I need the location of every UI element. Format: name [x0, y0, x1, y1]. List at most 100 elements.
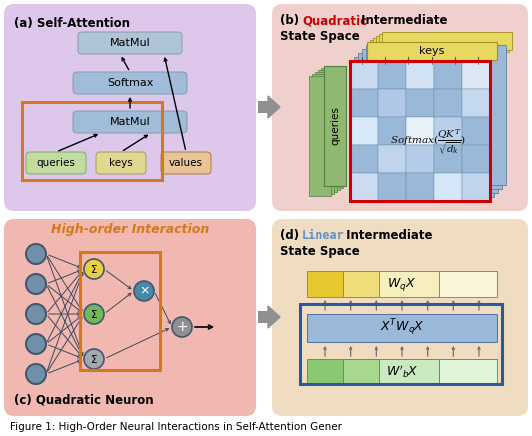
Bar: [406, 173, 434, 201]
Bar: [434, 145, 462, 173]
Bar: [406, 89, 434, 117]
Text: $Softmax(\dfrac{QK^T}{\sqrt{d_k}})$: $Softmax(\dfrac{QK^T}{\sqrt{d_k}})$: [390, 128, 467, 157]
Circle shape: [172, 317, 192, 337]
FancyBboxPatch shape: [161, 152, 211, 174]
FancyBboxPatch shape: [4, 219, 256, 416]
Text: High-order Interaction: High-order Interaction: [51, 223, 209, 236]
FancyBboxPatch shape: [272, 4, 528, 211]
Bar: [343, 271, 379, 297]
Bar: [312, 74, 334, 194]
Bar: [462, 89, 490, 117]
Bar: [462, 61, 490, 89]
Text: queries: queries: [37, 158, 76, 168]
Bar: [350, 89, 378, 117]
Polygon shape: [268, 306, 280, 328]
Bar: [22, 102, 162, 180]
FancyBboxPatch shape: [26, 152, 86, 174]
Bar: [350, 61, 490, 201]
Text: $X^T W_q X$: $X^T W_q X$: [380, 318, 425, 338]
Text: queries: queries: [330, 106, 340, 146]
Bar: [378, 61, 406, 89]
Text: (c) Quadratic Neuron: (c) Quadratic Neuron: [14, 393, 154, 406]
Bar: [350, 61, 490, 201]
Bar: [434, 89, 462, 117]
Text: State Space: State Space: [280, 245, 360, 258]
Bar: [315, 72, 337, 192]
Circle shape: [26, 364, 46, 384]
Bar: [434, 117, 462, 145]
Circle shape: [84, 349, 104, 369]
Circle shape: [26, 334, 46, 354]
FancyBboxPatch shape: [272, 219, 528, 416]
Bar: [434, 61, 462, 89]
Bar: [439, 271, 497, 297]
Bar: [318, 70, 340, 190]
Bar: [378, 117, 406, 145]
Bar: [258, 311, 268, 323]
Text: (b): (b): [280, 14, 303, 27]
Bar: [439, 359, 497, 385]
Text: $+$: $+$: [176, 320, 188, 334]
Bar: [300, 304, 502, 384]
Text: Linear: Linear: [302, 229, 345, 242]
FancyBboxPatch shape: [73, 111, 187, 133]
FancyBboxPatch shape: [96, 152, 146, 174]
Text: $\times$: $\times$: [139, 285, 149, 297]
Bar: [462, 145, 490, 173]
Bar: [376, 36, 506, 54]
Bar: [354, 57, 494, 197]
Bar: [358, 53, 498, 193]
Bar: [382, 32, 512, 50]
Bar: [350, 117, 378, 145]
Bar: [366, 45, 506, 185]
Bar: [324, 66, 346, 186]
Bar: [258, 101, 268, 113]
Text: keys: keys: [109, 158, 133, 168]
Bar: [378, 145, 406, 173]
Text: Intermediate: Intermediate: [342, 229, 433, 242]
Text: $\Sigma$: $\Sigma$: [90, 308, 98, 320]
Bar: [378, 173, 406, 201]
Text: $W_q X$: $W_q X$: [387, 276, 417, 293]
Text: (a) Self-Attention: (a) Self-Attention: [14, 17, 130, 30]
FancyBboxPatch shape: [4, 4, 256, 211]
Bar: [462, 117, 490, 145]
Text: $W'_b X$: $W'_b X$: [386, 364, 418, 380]
Text: values: values: [169, 158, 203, 168]
Text: (d): (d): [280, 229, 303, 242]
Text: MatMul: MatMul: [110, 38, 151, 48]
Circle shape: [84, 259, 104, 279]
Circle shape: [134, 281, 154, 301]
Bar: [350, 61, 378, 89]
Polygon shape: [268, 96, 280, 118]
Bar: [379, 271, 439, 297]
Text: State Space: State Space: [280, 30, 360, 43]
Text: $\Sigma$: $\Sigma$: [90, 263, 98, 275]
Bar: [309, 76, 331, 196]
Circle shape: [26, 244, 46, 264]
Text: Softmax: Softmax: [107, 78, 153, 88]
Text: keys: keys: [419, 46, 445, 56]
Circle shape: [26, 274, 46, 294]
FancyBboxPatch shape: [73, 72, 187, 94]
Text: $\Sigma$: $\Sigma$: [90, 353, 98, 365]
Bar: [370, 40, 500, 58]
Text: Intermediate: Intermediate: [357, 14, 447, 27]
Circle shape: [84, 304, 104, 324]
Bar: [80, 252, 160, 370]
Bar: [462, 173, 490, 201]
Bar: [343, 359, 379, 385]
Bar: [367, 42, 497, 60]
Bar: [307, 359, 343, 385]
Bar: [350, 145, 378, 173]
Text: MatMul: MatMul: [110, 117, 151, 127]
Bar: [307, 271, 343, 297]
Bar: [379, 359, 439, 385]
Circle shape: [26, 304, 46, 324]
Bar: [321, 68, 343, 188]
Bar: [307, 314, 497, 342]
Bar: [362, 49, 502, 189]
Bar: [378, 89, 406, 117]
Text: Figure 1: High-Order Neural Interactions in Self-Attention Gener: Figure 1: High-Order Neural Interactions…: [10, 422, 342, 432]
Bar: [434, 173, 462, 201]
